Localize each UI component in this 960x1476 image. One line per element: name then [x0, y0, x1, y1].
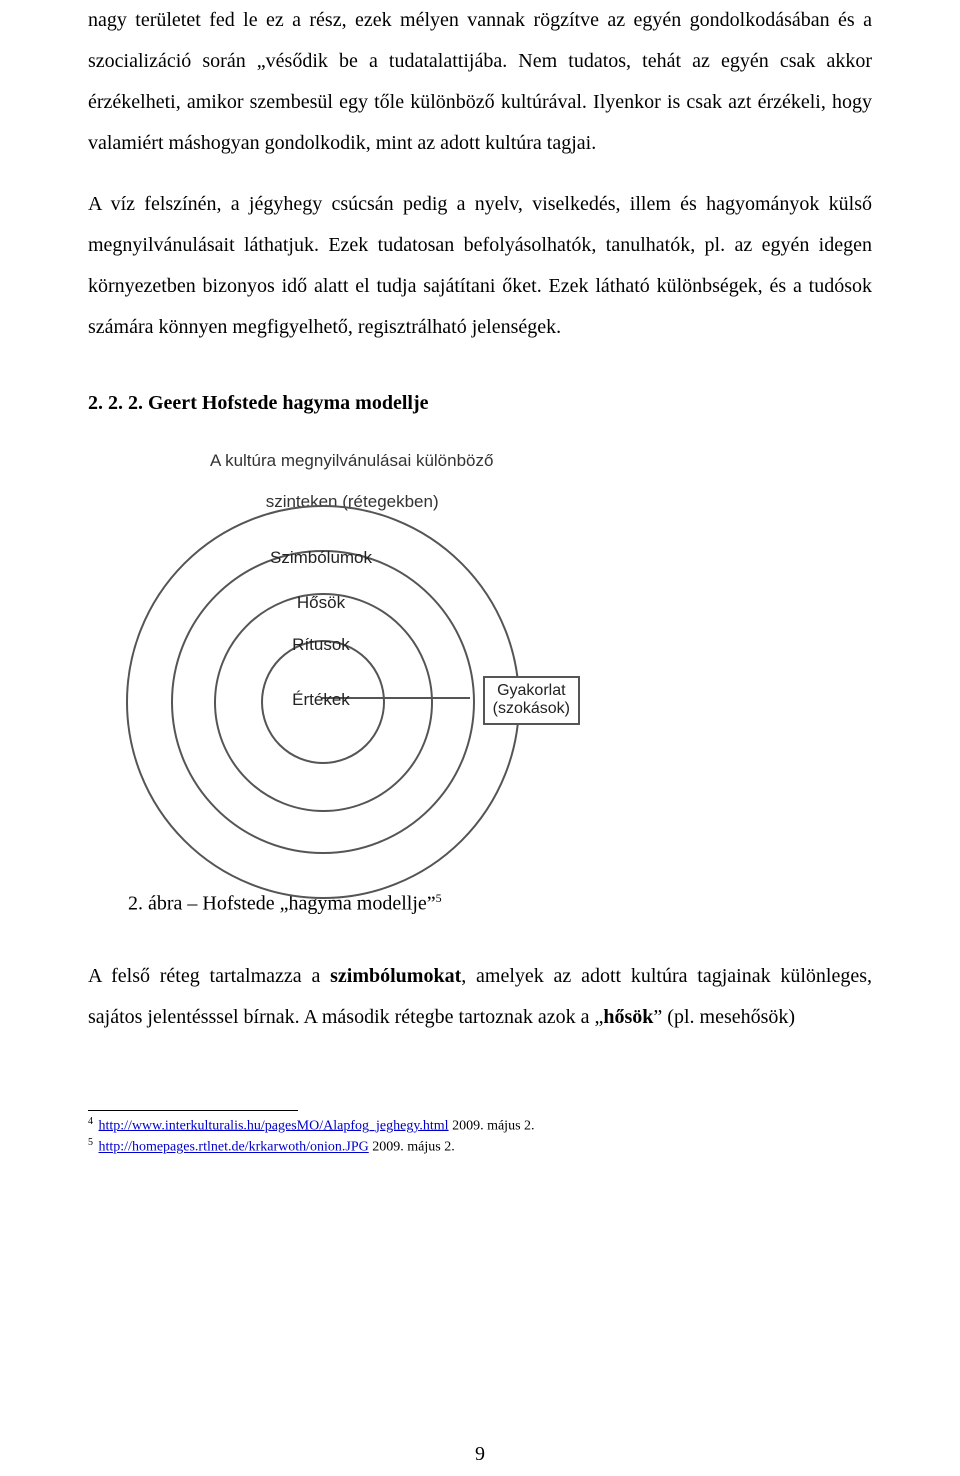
document-page: nagy területet fed le ez a rész, ezek mé… — [0, 0, 960, 1476]
paragraph-3: A felső réteg tartalmazza a szimbólumoka… — [88, 956, 872, 1038]
footnote-4-link[interactable]: http://www.interkulturalis.hu/pagesMO/Al… — [99, 1118, 449, 1133]
footnote-5-mark: 5 — [88, 1137, 93, 1148]
p3-part3: ” (pl. mesehősök) — [653, 1006, 795, 1028]
figure-caption: 2. ábra – Hofstede „hagyma modellje”5 — [128, 891, 872, 916]
caption-text: 2. ábra – Hofstede „hagyma modellje” — [128, 893, 436, 915]
paragraph-1: nagy területet fed le ez a rész, ezek mé… — [88, 0, 872, 164]
label-hosok: Hősök — [297, 593, 345, 613]
footnote-4-mark: 4 — [88, 1116, 93, 1127]
figure-title-line1: A kultúra megnyilvánulásai különböző — [210, 451, 494, 470]
caption-footnote-mark: 5 — [436, 891, 442, 905]
practice-box-line2: (szokások) — [493, 700, 570, 717]
p3-bold2: hősök — [603, 1006, 653, 1028]
footnote-5-link[interactable]: http://homepages.rtlnet.de/krkarwoth/oni… — [99, 1140, 369, 1155]
label-ertekek: Értékek — [292, 690, 350, 710]
label-ritusok: Rítusok — [292, 635, 350, 655]
onion-figure: A kultúra megnyilvánulásai különböző szi… — [88, 425, 588, 883]
footnote-separator — [88, 1110, 298, 1111]
onion-diagram: Szimbólumok Hősök Rítusok Értékek Gyakor… — [96, 480, 580, 880]
footnote-4: 4 http://www.interkulturalis.hu/pagesMO/… — [88, 1115, 872, 1137]
footnote-4-tail: 2009. május 2. — [449, 1118, 535, 1133]
footnote-5: 5 http://homepages.rtlnet.de/krkarwoth/o… — [88, 1136, 872, 1158]
page-number: 9 — [475, 1443, 485, 1466]
label-szimbolumok: Szimbólumok — [270, 548, 372, 568]
section-heading: 2. 2. 2. Geert Hofstede hagyma modellje — [88, 392, 872, 415]
paragraph-2: A víz felszínén, a jégyhegy csúcsán pedi… — [88, 184, 872, 348]
p3-part1: A felső réteg tartalmazza a — [88, 965, 330, 987]
practice-box-line1: Gyakorlat — [497, 682, 565, 699]
p3-bold1: szimbólumokat — [330, 965, 461, 987]
footnote-5-tail: 2009. május 2. — [369, 1140, 455, 1155]
practice-box: Gyakorlat (szokások) — [483, 676, 580, 725]
